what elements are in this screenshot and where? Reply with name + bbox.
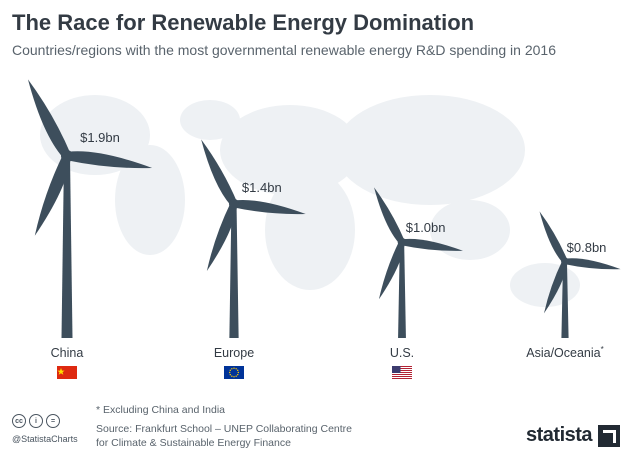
- turbine-blade: [34, 154, 71, 236]
- footnote: * Excluding China and India: [96, 404, 226, 416]
- source-line-1: Source: Frankfurt School – UNEP Collabor…: [96, 423, 353, 435]
- map-landmass-7: [180, 100, 240, 140]
- turbine-hub-1: [228, 198, 240, 209]
- turbine-tower-3: [561, 261, 569, 338]
- map-landmass-5: [430, 200, 510, 260]
- turbine-blade: [564, 258, 621, 270]
- data-label-1: $1.4bn: [242, 180, 282, 195]
- chart-subtitle: Countries/regions with the most governme…: [12, 42, 556, 58]
- data-label-0: $1.9bn: [80, 130, 120, 145]
- chart-title: The Race for Renewable Energy Domination: [12, 10, 475, 35]
- turbine-3: [539, 211, 621, 338]
- china-flag-icon: [57, 366, 77, 379]
- turbine-1: [201, 139, 306, 338]
- turbine-blade: [543, 260, 568, 314]
- turbine-blade: [206, 202, 238, 272]
- turbine-blade: [401, 238, 463, 251]
- turbine-blade: [201, 139, 238, 206]
- map-landmass-3: [265, 170, 355, 290]
- eu-flag-icon: [224, 366, 244, 379]
- category-label-2: U.S.: [390, 346, 414, 360]
- logo-text: statista: [526, 424, 593, 446]
- category-label-0: China: [51, 346, 84, 360]
- noderivs-icon: =: [46, 414, 60, 428]
- attribution-icon: i: [29, 414, 43, 428]
- license-icons: cc i =: [12, 414, 60, 428]
- turbine-blade: [374, 187, 405, 244]
- map-landmass-1: [115, 145, 185, 255]
- source-line-2: for Climate & Sustainable Energy Finance: [96, 437, 291, 449]
- map-landmass-4: [335, 95, 525, 205]
- map-landmass-2: [220, 105, 360, 195]
- cc-icon: cc: [12, 414, 26, 428]
- turbine-tower-1: [229, 203, 239, 338]
- data-label-2: $1.0bn: [406, 220, 446, 235]
- turbine-blade: [378, 241, 405, 300]
- turbine-blade: [539, 211, 568, 263]
- statista-logo[interactable]: statista: [526, 424, 621, 447]
- turbine-blade: [66, 151, 153, 169]
- category-label-3: Asia/Oceania*: [526, 345, 603, 360]
- source-note: Source: Frankfurt School – UNEP Collabor…: [96, 422, 352, 450]
- turbine-hub-0: [61, 150, 73, 162]
- data-label-3: $0.8bn: [567, 240, 607, 255]
- turbine-0: [27, 79, 153, 338]
- turbine-blade: [27, 79, 71, 158]
- turbine-blade: [233, 199, 306, 215]
- twitter-handle: @StatistaCharts: [12, 434, 78, 444]
- turbine-marks: $1.9bn China $1.4bn Europe $1.0bn U.S. $0.8bn A…: [27, 79, 621, 379]
- world-map-background: [40, 95, 580, 307]
- map-landmass-6: [510, 263, 580, 307]
- turbine-tower-2: [398, 242, 406, 338]
- turbine-2: [374, 187, 463, 338]
- turbine-hub-2: [397, 237, 407, 247]
- category-label-1: Europe: [214, 346, 254, 360]
- logo-arrow-icon: [598, 424, 621, 447]
- us-flag-icon: [392, 366, 412, 379]
- turbine-tower-0: [61, 156, 73, 338]
- turbine-hub-3: [561, 257, 569, 266]
